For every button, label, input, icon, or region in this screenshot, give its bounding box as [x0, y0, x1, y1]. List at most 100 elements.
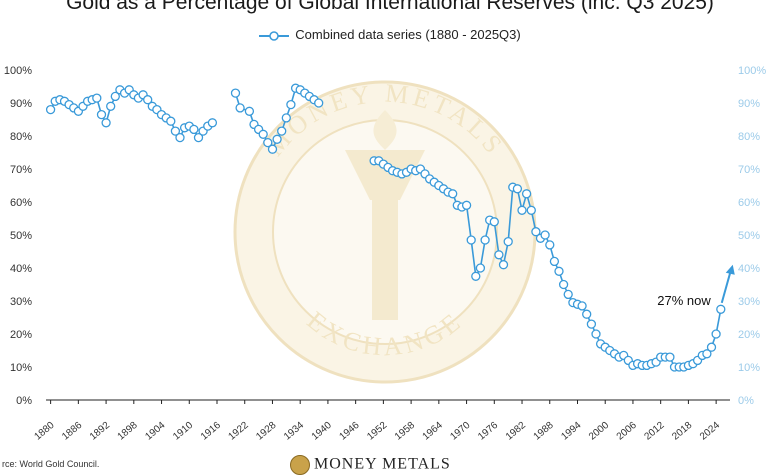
data-point [558, 279, 569, 290]
y-tick-label-left: 20% [10, 329, 32, 341]
data-point [207, 118, 218, 128]
y-tick-label-right: 20% [738, 329, 760, 341]
x-tick-label: 1970 [448, 420, 472, 443]
y-tick-label-left: 30% [10, 296, 32, 308]
data-point [480, 235, 490, 245]
data-point [96, 109, 107, 120]
legend-line-icon [259, 30, 290, 41]
annotation-arrow [720, 270, 732, 304]
x-tick-label: 1904 [143, 420, 167, 443]
data-point [92, 93, 102, 103]
x-tick-label: 1922 [227, 420, 251, 443]
x-tick-label: 2024 [698, 420, 722, 443]
legend: Combined data series (1880 - 2025Q3) [0, 27, 780, 42]
x-tick-label: 1934 [282, 420, 306, 443]
data-point [258, 129, 268, 139]
data-point [189, 124, 199, 135]
data-point [711, 329, 721, 339]
data-point [286, 99, 296, 110]
y-tick-label-left: 10% [10, 362, 32, 374]
x-tick-label: 1976 [476, 420, 500, 443]
data-point [540, 230, 550, 240]
data-point [235, 103, 245, 113]
x-tick-label: 2006 [615, 420, 639, 443]
y-tick-label-right: 40% [738, 263, 760, 275]
chart-title: Gold as a Percentage of Global Internati… [66, 0, 714, 14]
y-axis-right: 0% 10% 20% 30% 40% 50% 60% 70% 80% 90% 100% [738, 65, 766, 407]
annotation: 27% now [657, 264, 735, 308]
data-point [170, 126, 181, 136]
data-point [175, 132, 185, 143]
data-point [702, 349, 712, 359]
y-tick-label-right: 90% [738, 98, 760, 110]
data-point [563, 289, 573, 300]
y-tick-label-left: 90% [10, 98, 32, 110]
coin-logo-icon [290, 455, 310, 475]
y-tick-label-left: 0% [16, 395, 32, 407]
data-point [591, 329, 601, 339]
data-point [531, 227, 541, 237]
data-point [498, 260, 509, 270]
watermark-seal: MONEY METALS EXCHANGE [233, 78, 537, 384]
data-point [582, 309, 592, 319]
data-point [193, 132, 204, 143]
y-tick-label-right: 0% [738, 395, 754, 407]
x-tick-label: 1916 [199, 420, 223, 443]
data-point [267, 144, 278, 154]
data-point [281, 113, 291, 123]
y-tick-label-left: 40% [10, 263, 32, 275]
y-tick-label-left: 60% [10, 197, 32, 209]
x-tick-label: 1880 [32, 420, 56, 443]
x-axis: 1880 1886 1892 1898 1904 1910 1916 1922 1928 1934… [32, 399, 730, 443]
data-point [471, 271, 481, 281]
x-tick-label: 1946 [337, 420, 361, 443]
data-point [110, 91, 120, 102]
x-tick-label: 1886 [60, 420, 84, 443]
data-point [517, 205, 527, 215]
data-point [716, 304, 726, 314]
brand-footer: MONEY METALS [290, 455, 451, 475]
x-tick-label: 1898 [116, 420, 140, 443]
source-note: rce: World Gold Council. [2, 459, 100, 469]
data-point [521, 189, 532, 199]
x-tick-label: 1964 [421, 420, 445, 443]
data-point [512, 184, 523, 194]
data-point [101, 118, 111, 128]
x-tick-label: 1940 [310, 420, 334, 443]
y-tick-label-left: 100% [4, 65, 32, 77]
data-point [475, 263, 486, 273]
annotation-label: 27% now [657, 293, 711, 308]
data-point [665, 352, 675, 362]
data-point [166, 116, 176, 126]
y-tick-label-left: 50% [10, 230, 32, 242]
y-axis-left: 0% 10% 20% 30% 40% 50% 60% 70% 80% 90% 100% [4, 65, 32, 407]
y-tick-label-right: 80% [738, 131, 760, 143]
data-point [45, 104, 56, 115]
y-tick-label-right: 60% [738, 197, 760, 209]
x-tick-label: 2000 [587, 420, 611, 443]
brand-name: MONEY METALS [314, 455, 451, 473]
x-tick-label: 1988 [532, 420, 556, 443]
data-point [272, 134, 282, 144]
x-tick-label: 2018 [670, 420, 694, 443]
x-tick-label: 1892 [88, 420, 112, 443]
data-point [106, 101, 116, 111]
x-tick-label: 1952 [365, 420, 389, 443]
data-point [263, 137, 273, 148]
y-tick-label-left: 80% [10, 131, 32, 143]
data-point [466, 235, 476, 245]
data-point [586, 319, 597, 329]
data-point [503, 236, 513, 247]
x-tick-label: 1928 [254, 420, 278, 443]
data-point [706, 342, 717, 352]
x-tick-label: 1958 [393, 420, 417, 443]
data-point [489, 217, 499, 227]
y-tick-label-right: 100% [738, 65, 766, 77]
data-point [494, 250, 504, 260]
y-tick-label-right: 10% [738, 362, 760, 374]
y-tick-label-right: 70% [738, 164, 760, 176]
data-point [461, 200, 472, 210]
x-tick-label: 1982 [504, 420, 528, 443]
series-group [45, 83, 726, 372]
